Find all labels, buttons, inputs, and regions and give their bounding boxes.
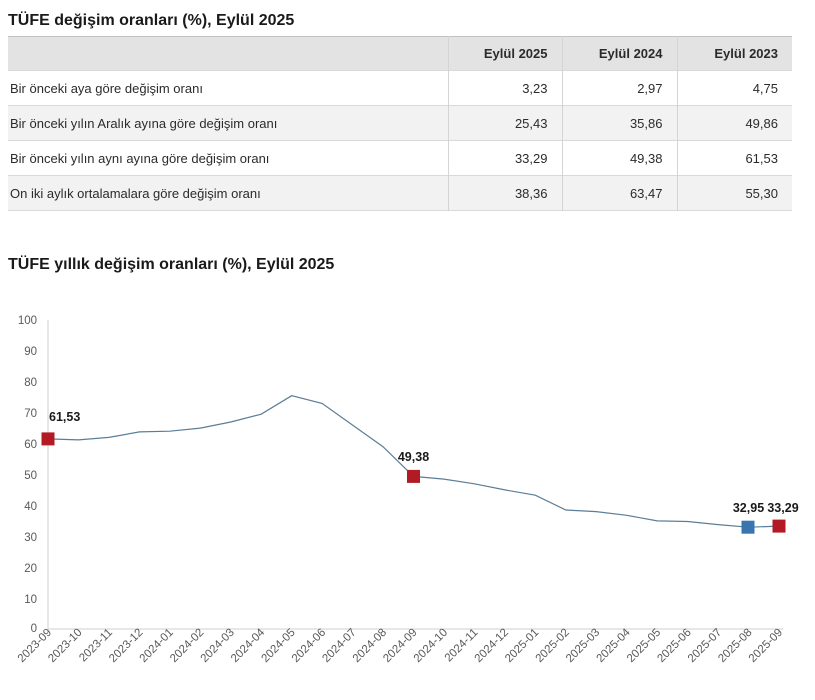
svg-text:80: 80 (24, 377, 37, 389)
svg-text:30: 30 (24, 532, 37, 544)
svg-text:40: 40 (24, 501, 37, 513)
svg-text:50: 50 (24, 470, 37, 482)
svg-text:2024-10: 2024-10 (412, 627, 450, 665)
svg-text:100: 100 (18, 315, 37, 327)
svg-text:49,38: 49,38 (398, 450, 429, 464)
svg-text:61,53: 61,53 (49, 410, 80, 424)
svg-text:2025-09: 2025-09 (747, 627, 785, 665)
svg-text:70: 70 (24, 408, 37, 420)
svg-text:90: 90 (24, 346, 37, 358)
svg-text:2023-10: 2023-10 (46, 627, 84, 665)
svg-text:20: 20 (24, 563, 37, 575)
svg-text:33,29: 33,29 (767, 501, 798, 515)
svg-text:10: 10 (24, 594, 37, 606)
svg-text:0: 0 (31, 623, 37, 635)
svg-text:32,95: 32,95 (733, 501, 764, 515)
svg-text:60: 60 (24, 439, 37, 451)
